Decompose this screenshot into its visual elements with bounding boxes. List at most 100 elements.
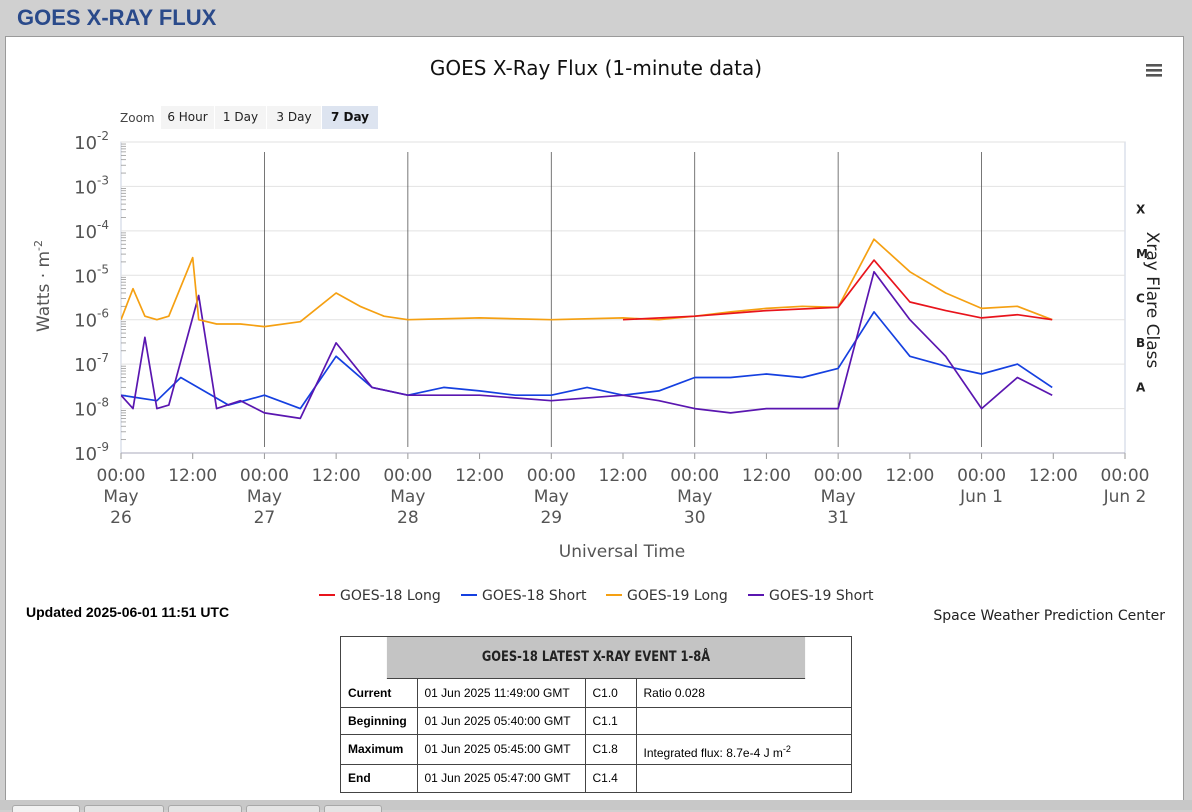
latest-event-table: GOES-18 LATEST X-RAY EVENT 1-8Å Current 0… xyxy=(340,636,852,793)
y-tick-label: 10-7 xyxy=(74,351,109,376)
bottom-tab[interactable] xyxy=(168,805,242,812)
x-tick-label: 12:00 xyxy=(312,466,361,486)
zoom-bar: Zoom 6 Hour 1 Day 3 Day 7 Day xyxy=(120,106,378,129)
series-line-goes-19-long[interactable] xyxy=(121,238,1053,328)
y-tick-label: 10-2 xyxy=(74,129,109,154)
event-table-body: Current 01 Jun 2025 11:49:00 GMT C1.0 Ratio… xyxy=(341,679,851,792)
zoom-button-label: 1 Day xyxy=(223,110,258,124)
x-tick-label: May xyxy=(103,487,138,507)
bottom-tab[interactable] xyxy=(12,805,80,812)
series-lines xyxy=(121,238,1053,420)
x-tick-label: 00:00 xyxy=(957,466,1006,486)
x-tick-label: 00:00 xyxy=(670,466,719,486)
chart-legend: GOES-18 Long GOES-18 Short GOES-19 Long GOE… xyxy=(319,588,874,604)
zoom-button-1d[interactable]: 1 Day xyxy=(215,106,266,129)
x-tick-label: 12:00 xyxy=(455,466,504,486)
zoom-label: Zoom xyxy=(120,111,155,125)
event-row-extra xyxy=(635,706,851,735)
event-row: Beginning 01 Jun 2025 05:40:00 GMT C1.1 xyxy=(341,706,851,735)
event-row-class: C1.4 xyxy=(584,763,637,792)
flare-class-label: M xyxy=(1136,247,1148,261)
source-credit: Space Weather Prediction Center xyxy=(933,608,1165,624)
y-tick-label: 10-4 xyxy=(74,218,109,243)
event-row-label: End xyxy=(341,763,418,792)
legend-label: GOES-18 Long xyxy=(340,588,441,604)
chart-title: GOES X-Ray Flux (1-minute data) xyxy=(430,56,762,80)
legend-label: GOES-19 Short xyxy=(769,588,874,604)
event-row: End 01 Jun 2025 05:47:00 GMT C1.4 xyxy=(341,763,851,792)
y-axis-title: Watts · m-2 xyxy=(32,240,54,332)
event-row-time: 01 Jun 2025 05:45:00 GMT xyxy=(416,733,586,765)
y-axis: 10-2 10-3 10-4 10-5 10-6 10-7 10-8 10-9 xyxy=(74,129,109,465)
plot-background xyxy=(120,141,1126,454)
legend-item[interactable]: GOES-19 Long xyxy=(606,588,728,604)
zoom-button-label: 7 Day xyxy=(331,110,369,124)
x-tick-label: 12:00 xyxy=(885,466,934,486)
event-row-label: Current xyxy=(341,679,418,708)
legend-item[interactable]: GOES-18 Short xyxy=(461,588,587,604)
event-table-header: GOES-18 LATEST X-RAY EVENT 1-8Å xyxy=(386,637,806,679)
event-row-extra: Integrated flux: 8.7e-4 J m-2 xyxy=(635,733,851,765)
event-row-extra: Ratio 0.028 xyxy=(635,679,851,708)
x-tick-label: May xyxy=(534,487,569,507)
event-row-time: 01 Jun 2025 05:47:00 GMT xyxy=(416,763,586,792)
y-tick-label: 10-3 xyxy=(74,173,109,198)
event-row-class: C1.8 xyxy=(584,733,637,765)
x-tick-label: 00:00 xyxy=(527,466,576,486)
hamburger-menu-icon[interactable] xyxy=(1143,60,1169,84)
event-row-label: Maximum xyxy=(341,733,418,765)
x-tick-label: 12:00 xyxy=(742,466,791,486)
x-tick-label: 00:00 xyxy=(814,466,863,486)
bottom-tab[interactable] xyxy=(84,805,164,812)
x-tick-label: 26 xyxy=(110,508,132,528)
zoom-button-6h[interactable]: 6 Hour xyxy=(161,106,214,129)
bottom-tab[interactable] xyxy=(246,805,320,812)
zoom-button-3d[interactable]: 3 Day xyxy=(267,106,321,129)
x-tick-label: May xyxy=(390,487,425,507)
y-tick-label: 10-5 xyxy=(74,262,109,287)
event-row-label: Beginning xyxy=(341,706,418,735)
x-tick-label: 27 xyxy=(254,508,276,528)
x-axis-title: Universal Time xyxy=(559,542,685,562)
x-tick-label: May xyxy=(677,487,712,507)
legend-label: GOES-18 Short xyxy=(482,588,587,604)
event-row-time: 01 Jun 2025 11:49:00 GMT xyxy=(416,679,586,708)
event-row-time: 01 Jun 2025 05:40:00 GMT xyxy=(416,706,586,735)
x-tick-label: 28 xyxy=(397,508,419,528)
series-line-goes-18-long[interactable] xyxy=(622,259,1053,321)
legend-label: GOES-19 Long xyxy=(627,588,728,604)
x-tick-label: Jun 2 xyxy=(1103,487,1147,507)
series-line-goes-19-short[interactable] xyxy=(121,270,1053,420)
zoom-button-label: 6 Hour xyxy=(167,110,207,124)
y2-axis-title: Xray Flare Class xyxy=(1142,232,1162,369)
page-title: GOES X-RAY FLUX xyxy=(17,5,217,30)
event-row-class: C1.1 xyxy=(584,706,637,735)
legend-item[interactable]: GOES-18 Long xyxy=(319,588,441,604)
zoom-button-7d[interactable]: 7 Day xyxy=(322,106,378,129)
x-tick-label: 00:00 xyxy=(1101,466,1150,486)
x-tick-label: 29 xyxy=(540,508,562,528)
series-line-goes-18-short[interactable] xyxy=(121,311,1053,410)
x-tick-label: 00:00 xyxy=(97,466,146,486)
x-tick-label: May xyxy=(821,487,856,507)
x-tick-label: 00:00 xyxy=(240,466,289,486)
flare-class-axis: X M C B A xyxy=(1136,203,1148,395)
bottom-tab[interactable] xyxy=(324,805,382,812)
x-tick-label: May xyxy=(247,487,282,507)
legend-item[interactable]: GOES-19 Short xyxy=(748,588,874,604)
event-row-extra xyxy=(635,763,851,792)
flare-class-label: B xyxy=(1136,336,1145,350)
zoom-button-label: 3 Day xyxy=(276,110,311,124)
plot-area xyxy=(120,141,1126,454)
x-tick-label: Jun 1 xyxy=(959,487,1003,507)
y-tick-label: 10-6 xyxy=(74,307,109,332)
x-tick-label: 12:00 xyxy=(168,466,217,486)
flare-class-label: A xyxy=(1136,380,1146,394)
flare-class-label: C xyxy=(1136,292,1145,306)
event-row-class: C1.0 xyxy=(584,679,637,708)
event-row: Maximum 01 Jun 2025 05:45:00 GMT C1.8 Integ… xyxy=(341,733,851,765)
event-row: Current 01 Jun 2025 11:49:00 GMT C1.0 Ratio… xyxy=(341,679,851,708)
x-tick-label: 31 xyxy=(827,508,849,528)
y-tick-label: 10-8 xyxy=(74,396,109,421)
